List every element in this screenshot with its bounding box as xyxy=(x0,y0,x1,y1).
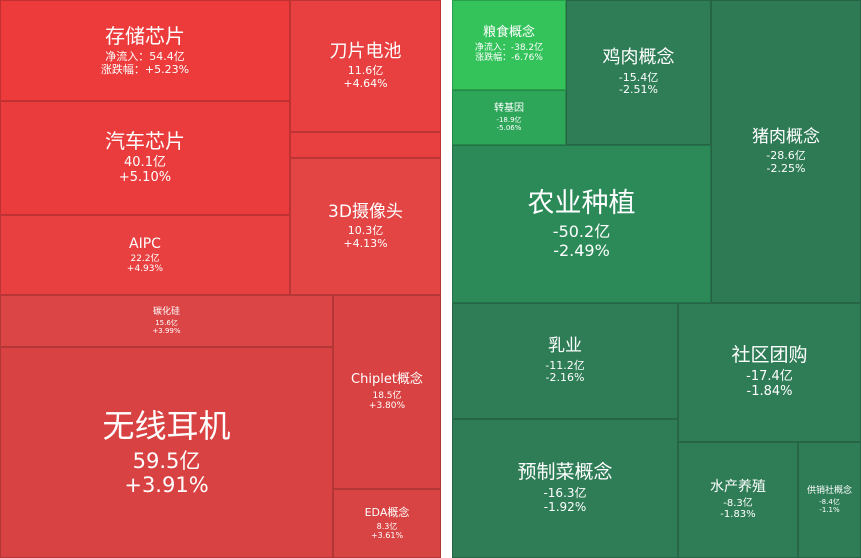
tile-change: -2.25% xyxy=(766,161,806,175)
tile-agriculture[interactable]: 农业种植 -50.2亿 -2.49% xyxy=(452,145,711,303)
tile-flow: 40.1亿 xyxy=(124,155,166,171)
tile-change: 涨跌幅：-6.76% xyxy=(475,53,543,64)
tile-flow: -17.4亿 xyxy=(746,368,793,384)
tile-change: -1.1% xyxy=(819,505,840,514)
tile-name: 预制菜概念 xyxy=(517,461,613,484)
tile-aipc[interactable]: AIPC 22.2亿 +4.93% xyxy=(0,215,290,295)
tile-name: 粮食概念 xyxy=(482,25,535,41)
tile-name: 供销社概念 xyxy=(806,486,852,497)
tile-name: 存储芯片 xyxy=(105,23,185,48)
tile-name: 无线耳机 xyxy=(102,406,231,445)
tile-eda[interactable]: EDA概念 8.3亿 +3.61% xyxy=(333,489,441,558)
tile-pork[interactable]: 猪肉概念 -28.6亿 -2.25% xyxy=(711,0,861,303)
tile-change: -1.84% xyxy=(746,383,793,399)
tile-change: +4.93% xyxy=(126,264,164,275)
tile-name: 汽车芯片 xyxy=(105,129,185,154)
tile-flow: 净流入：-38.2亿 xyxy=(474,43,544,54)
tile-name: AIPC xyxy=(129,235,161,252)
tile-aquaculture[interactable]: 水产养殖 -8.3亿 -1.83% xyxy=(678,442,798,558)
tile-change: +4.64% xyxy=(343,76,388,90)
tile-dairy[interactable]: 乳业 -11.2亿 -2.16% xyxy=(452,303,678,419)
tile-flow: -28.6亿 xyxy=(766,149,806,163)
tile-flow: -11.2亿 xyxy=(545,358,585,372)
tile-grain[interactable]: 粮食概念 净流入：-38.2亿 涨跌幅：-6.76% xyxy=(452,0,566,90)
tile-change: +3.99% xyxy=(152,326,181,335)
tile-flow: 10.3亿 xyxy=(347,224,384,238)
tile-change: +5.10% xyxy=(118,170,172,185)
tile-flow: 18.5亿 xyxy=(372,390,402,401)
tile-name: EDA概念 xyxy=(364,505,410,519)
tile-name: 乳业 xyxy=(548,336,582,357)
tile-auto-chips[interactable]: 汽车芯片 40.1亿 +5.10% xyxy=(0,101,290,215)
tile-prepared-dishes[interactable]: 预制菜概念 -16.3亿 -1.92% xyxy=(452,419,678,558)
tile-change: -1.92% xyxy=(543,499,587,514)
tile-storage-chips[interactable]: 存储芯片 净流入：54.4亿 涨跌幅：+5.23% xyxy=(0,0,290,101)
tile-flow: -8.4亿 xyxy=(819,497,840,506)
tile-chicken[interactable]: 鸡肉概念 -15.4亿 -2.51% xyxy=(566,0,711,145)
tile-name: 鸡肉概念 xyxy=(602,47,675,69)
tile-change: -2.49% xyxy=(553,240,610,260)
tile-name: 水产养殖 xyxy=(710,479,766,496)
tile-wireless-earbuds[interactable]: 无线耳机 59.5亿 +3.91% xyxy=(0,347,333,558)
tile-blade-battery[interactable]: 刀片电池 11.6亿 +4.64% xyxy=(290,0,441,132)
tile-flow: 8.3亿 xyxy=(376,521,398,531)
tile-flow: 59.5亿 xyxy=(132,448,201,473)
tile-flow: 净流入：54.4亿 xyxy=(105,49,185,63)
tile-name: Chiplet概念 xyxy=(351,371,423,387)
tile-name: 碳化硅 xyxy=(152,307,180,318)
tile-change: 涨跌幅：+5.23% xyxy=(100,62,190,76)
tile-flow: -18.9亿 xyxy=(496,115,522,124)
tile-name: 转基因 xyxy=(494,103,524,115)
tile-change: -2.16% xyxy=(545,371,585,385)
tile-supply-marketing-coop[interactable]: 供销社概念 -8.4亿 -1.1% xyxy=(798,442,861,558)
tile-gmo[interactable]: 转基因 -18.9亿 -5.06% xyxy=(452,90,566,145)
tile-flow: -15.4亿 xyxy=(618,70,659,84)
tile-name: 猪肉概念 xyxy=(752,126,820,147)
tile-community-group-buy[interactable]: 社区团购 -17.4亿 -1.84% xyxy=(678,303,861,442)
tile-flow: 11.6亿 xyxy=(347,64,384,78)
tile-silicon-carbide[interactable]: 碳化硅 15.6亿 +3.99% xyxy=(0,295,333,347)
gainers-heatmap: 存储芯片 净流入：54.4亿 涨跌幅：+5.23% 刀片电池 11.6亿 +4.… xyxy=(0,0,441,558)
losers-heatmap: 粮食概念 净流入：-38.2亿 涨跌幅：-6.76% 鸡肉概念 -15.4亿 -… xyxy=(452,0,861,558)
tile-change: +3.80% xyxy=(368,400,406,411)
tile-chiplet[interactable]: Chiplet概念 18.5亿 +3.80% xyxy=(333,295,441,489)
tile-change: -5.06% xyxy=(496,123,522,132)
tile-change: +3.91% xyxy=(124,472,209,497)
tile-flow: -16.3亿 xyxy=(543,486,587,501)
tile-flow: -8.3亿 xyxy=(723,497,753,509)
tile-unreadable-small[interactable] xyxy=(290,132,441,158)
tile-flow: -50.2亿 xyxy=(552,222,611,242)
tile-name: 农业种植 xyxy=(527,188,636,220)
tile-change: -2.51% xyxy=(619,83,658,97)
tile-change: -1.83% xyxy=(720,509,756,521)
tile-name: 刀片电池 xyxy=(329,40,402,62)
tile-flow: 22.2亿 xyxy=(130,253,160,264)
tile-3d-camera[interactable]: 3D摄像头 10.3亿 +4.13% xyxy=(290,158,441,295)
tile-name: 社区团购 xyxy=(731,344,808,367)
tile-change: +4.13% xyxy=(343,236,388,250)
tile-change: +3.61% xyxy=(370,530,404,540)
tile-name: 3D摄像头 xyxy=(328,201,403,222)
tile-flow: 15.6亿 xyxy=(155,318,178,327)
